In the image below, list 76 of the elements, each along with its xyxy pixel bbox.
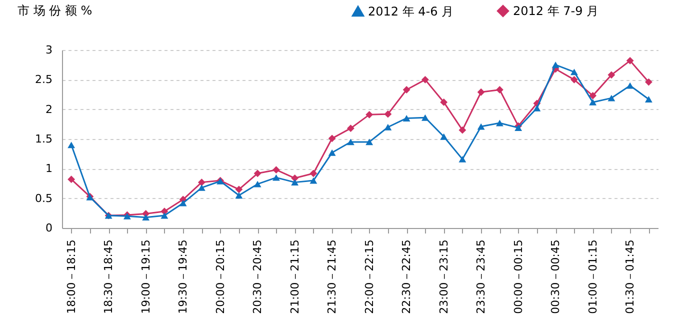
point	[272, 166, 280, 174]
point	[346, 138, 354, 146]
point	[254, 180, 262, 188]
x-tick-label: 01:00－01:15	[586, 240, 600, 314]
point	[589, 92, 597, 100]
point	[198, 184, 206, 191]
legend-label: 2012 年 4-6 月	[368, 4, 454, 18]
point	[552, 62, 560, 68]
point	[328, 149, 336, 156]
point	[310, 170, 318, 178]
point	[142, 214, 150, 221]
point	[533, 104, 541, 112]
point	[644, 78, 652, 86]
x-tick-label: 18:30－18:45	[102, 240, 116, 314]
y-tick-label: 1.5	[35, 132, 52, 146]
x-tick-label: 23:30－23:45	[474, 240, 488, 314]
x-tick-label: 20:30－20:45	[251, 240, 264, 314]
point	[626, 56, 634, 64]
point	[235, 186, 243, 194]
point	[328, 134, 336, 142]
y-axis-title: 市 场 份 额 %	[18, 4, 92, 18]
point	[160, 212, 168, 219]
y-tick-label: 0	[46, 222, 52, 234]
y-tick-label: 2	[46, 102, 52, 116]
point	[477, 123, 485, 130]
point	[589, 99, 597, 106]
point	[68, 142, 76, 148]
x-tick-label: 19:30－19:45	[176, 240, 190, 314]
point	[384, 110, 392, 118]
point	[310, 177, 318, 184]
point	[254, 170, 262, 178]
x-tick-label: 21:30－21:45	[326, 240, 339, 314]
point	[160, 208, 168, 216]
x-tick-label: 21:00－21:15	[288, 240, 302, 314]
x-tick-label: 22:30－22:45	[400, 240, 414, 314]
point	[458, 156, 466, 162]
point	[198, 178, 206, 186]
point	[477, 88, 485, 96]
point	[421, 114, 429, 121]
point	[440, 98, 448, 106]
point	[346, 124, 354, 132]
point	[291, 179, 299, 186]
point	[570, 76, 578, 84]
x-tick-label: 23:00－23:15	[437, 240, 450, 314]
point	[402, 86, 410, 94]
x-tick-label: 20:00－20:15	[214, 240, 227, 314]
point	[496, 86, 504, 94]
point	[384, 124, 392, 130]
point	[570, 68, 578, 76]
point	[458, 126, 466, 134]
point	[608, 71, 616, 79]
point	[440, 133, 448, 140]
point	[179, 200, 187, 206]
x-tick-label: 01:30－01:45	[624, 240, 637, 314]
y-tick-label: 0.5	[35, 192, 52, 205]
x-tick-label: 19:00－19:15	[139, 240, 152, 314]
point	[514, 124, 522, 131]
point	[421, 76, 429, 84]
point	[608, 94, 616, 102]
x-tick-label: 00:30－00:45	[549, 240, 562, 314]
point	[644, 96, 652, 102]
x-tick-label: 22:00－22:15	[362, 240, 376, 314]
y-tick-label: 2.5	[35, 73, 52, 86]
y-tick-label: 3	[46, 44, 52, 56]
point	[68, 176, 76, 184]
y-tick-label: 1	[46, 162, 52, 176]
point	[626, 82, 634, 89]
x-tick-label: 00:00－00:15	[512, 240, 525, 314]
point	[272, 174, 280, 181]
point	[235, 192, 243, 199]
x-tick-label: 18:00－18:15	[64, 240, 78, 314]
point	[366, 110, 374, 118]
legend-label: 2012 年 7-9 月	[513, 4, 599, 18]
point	[402, 115, 410, 122]
point	[496, 120, 504, 126]
point	[366, 138, 374, 146]
